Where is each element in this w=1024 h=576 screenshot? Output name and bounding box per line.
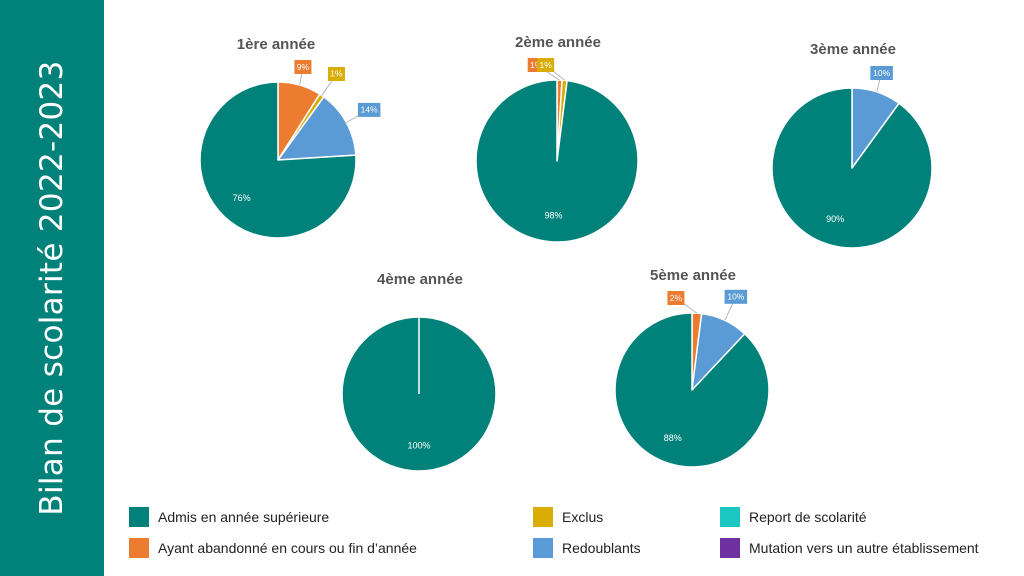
chart-title-4eme: 4ème année: [377, 271, 463, 288]
legend-item-report: Report de scolarité: [720, 507, 867, 527]
chart-title-2eme: 2ème année: [515, 34, 601, 51]
legend-swatch-abandon: [129, 538, 149, 558]
legend-swatch-admis: [129, 507, 149, 527]
1ere-label-exclus-box: [327, 66, 345, 81]
legend-item-redoublants: Redoublants: [533, 538, 641, 558]
legend-label-exclus: Exclus: [562, 509, 604, 525]
3eme-label-admis-en-annee-superieure: 90%: [826, 214, 844, 224]
legend-label-report: Report de scolarité: [749, 509, 867, 525]
2eme-slice-admis-en-annee-superieure: [475, 79, 639, 243]
2eme-label-exclus: 1%: [539, 60, 552, 70]
1ere-slice-redoublants: [277, 96, 357, 161]
5eme-slice-admis-en-annee-superieure: [614, 312, 770, 468]
legend-swatch-exclus: [533, 507, 553, 527]
4eme-label-admis-en-annee-superieure: 100%: [407, 441, 430, 451]
2eme-label-exclus-box: [537, 58, 555, 72]
2eme-label-ayant-abandonne-en-cours-ou-fin-d-annee: 1%: [530, 60, 543, 70]
legend-item-mutation: Mutation vers un autre établissement: [720, 538, 979, 558]
1ere-label-redoublants-box: [357, 102, 381, 117]
legend-label-redoublants: Redoublants: [562, 540, 641, 556]
1ere-label-redoublants: 14%: [361, 105, 378, 115]
legend-label-admis: Admis en année supérieure: [158, 509, 330, 525]
3eme-label-redoublants: 10%: [873, 68, 890, 78]
legend-label-mutation: Mutation vers un autre établissement: [749, 540, 979, 556]
legend-swatch-redoublants: [533, 538, 553, 558]
1ere-label-ayant-abandonne-en-cours-ou-fin-d-annee: 9%: [297, 62, 310, 72]
legend-item-admis: Admis en année supérieure: [129, 507, 329, 527]
legend-label-abandon: Ayant abandonné en cours ou fin d’année: [158, 540, 417, 556]
chart-title-5eme: 5ème année: [650, 267, 736, 284]
5eme-label-redoublants: 10%: [727, 292, 744, 302]
5eme-label-ayant-abandonne-en-cours-ou-fin-d-annee: 2%: [670, 293, 683, 303]
chart-title-3eme: 3ème année: [810, 41, 896, 58]
3eme-label-redoublants-box: [870, 66, 893, 80]
1ere-label-exclus: 1%: [330, 69, 343, 79]
sidebar-band: Bilan de scolarité 2022-2023: [0, 0, 104, 576]
legend-item-exclus: Exclus: [533, 507, 603, 527]
legend-item-abandon: Ayant abandonné en cours ou fin d’année: [129, 538, 417, 558]
3eme-slice-admis-en-annee-superieure: [771, 87, 933, 249]
1ere-slice-admis-en-annee-superieure: [199, 81, 357, 239]
5eme-label-ayant-abandonne-en-cours-ou-fin-d-annee-box: [667, 291, 685, 305]
2eme-label-admis-en-annee-superieure: 98%: [545, 210, 563, 220]
legend-swatch-mutation: [720, 538, 740, 558]
legend-swatch-report: [720, 507, 740, 527]
5eme-label-redoublants-box: [724, 289, 748, 304]
1ere-label-ayant-abandonne-en-cours-ou-fin-d-annee-box: [294, 60, 312, 74]
1ere-label-admis-en-annee-superieure: 76%: [233, 193, 251, 203]
5eme-label-admis-en-annee-superieure: 88%: [664, 433, 682, 443]
chart-title-1ere: 1ère année: [236, 36, 316, 53]
